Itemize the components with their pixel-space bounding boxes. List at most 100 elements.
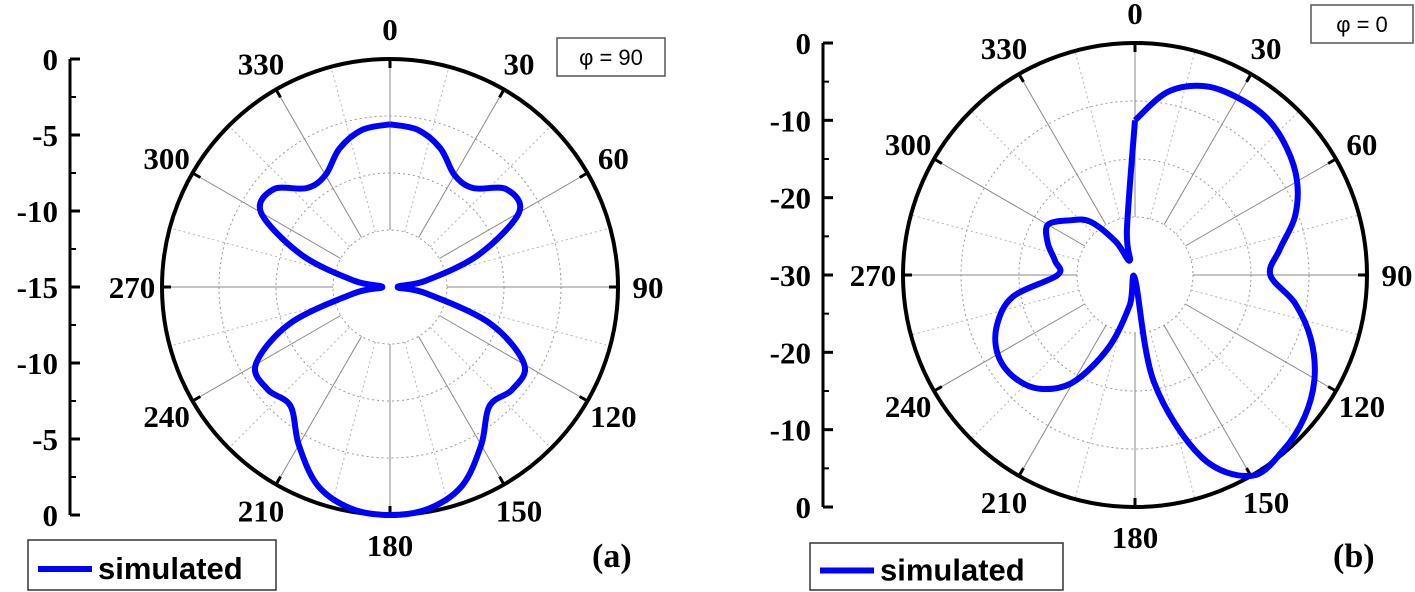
angular-tick-label: 300: [143, 141, 190, 176]
angular-tick-mark: [1017, 73, 1025, 83]
grid-spoke: [330, 66, 376, 233]
angular-tick-label: 330: [238, 47, 285, 82]
grid-spoke: [970, 110, 1095, 235]
annotation-box: [1310, 4, 1414, 44]
angular-tick-label: 120: [1339, 389, 1386, 424]
series-line-simulated: [992, 82, 1318, 480]
angular-tick-label: 90: [633, 270, 664, 305]
angular-tick-mark: [274, 88, 282, 99]
grid-spoke: [444, 227, 611, 273]
radial-tick-label: 0: [796, 490, 812, 525]
radial-tick-label: -5: [32, 118, 58, 153]
grid-spoke: [169, 227, 336, 273]
grid-spoke: [192, 172, 341, 259]
grid-spoke: [1018, 324, 1107, 477]
radial-tick-label: -10: [17, 346, 58, 381]
angular-tick-label: 60: [598, 141, 629, 176]
angular-tick-mark: [1017, 467, 1025, 477]
grid-spoke: [933, 303, 1086, 392]
grid-spoke: [1190, 289, 1360, 336]
radial-tick-label: -20: [770, 335, 811, 370]
grid-spoke: [1184, 303, 1337, 392]
grid-spoke: [444, 301, 611, 347]
grid-spoke: [970, 315, 1095, 440]
angular-tick-label: 90: [1382, 258, 1413, 293]
radial-tick-label: 0: [796, 26, 812, 61]
grid-spoke: [439, 172, 588, 259]
annotation-box: [556, 37, 666, 77]
angular-tick-mark: [933, 385, 943, 393]
grid-spoke: [275, 336, 362, 485]
angular-tick-label: 300: [885, 127, 932, 162]
grid-spoke: [910, 289, 1080, 336]
legend-label: simulated: [98, 551, 243, 586]
grid-spoke: [1163, 324, 1252, 477]
radial-tick-label: -5: [32, 422, 58, 457]
grid-spoke: [933, 158, 1086, 247]
legend-box: [809, 542, 1064, 591]
angular-tick-mark: [1327, 385, 1337, 393]
angular-tick-mark: [191, 171, 202, 179]
grid-spoke: [1074, 50, 1121, 220]
angular-tick-label: 120: [590, 399, 637, 434]
grid-spoke: [169, 301, 336, 347]
radial-tick-label: -10: [770, 103, 811, 138]
grid-spoke: [1149, 50, 1196, 220]
legend-label: simulated: [880, 553, 1025, 588]
angular-tick-mark: [274, 475, 282, 486]
annotation-phi: φ = 90: [579, 45, 643, 70]
panel-b: 0 30 60 90 120 150 180 210 240 270 300 330 0 -10 -20 -3…: [770, 0, 1414, 591]
angular-tick-mark: [578, 171, 589, 179]
grid-spoke: [910, 214, 1080, 261]
grid-spoke: [418, 89, 505, 238]
angular-tick-label: 210: [238, 493, 285, 528]
angular-tick-label: 150: [1243, 485, 1290, 520]
panel-a: 0 30 60 90 120 150 180 210 240 270 300 330 0 -5 -10 -15…: [17, 12, 666, 591]
angular-tick-label: 330: [981, 31, 1028, 66]
grid-spoke: [192, 315, 341, 402]
angular-tick-label: 180: [367, 528, 414, 563]
radial-tick-label: -10: [770, 413, 811, 448]
angular-tick-label: 210: [981, 485, 1028, 520]
grid-ring: [332, 229, 448, 345]
radial-tick-label: -15: [17, 270, 58, 305]
grid-spoke: [418, 336, 505, 485]
angular-tick-label: 0: [382, 12, 398, 47]
angular-tick-mark: [498, 475, 506, 486]
radial-tick-label: 0: [43, 498, 59, 533]
angular-tick-mark: [1245, 73, 1253, 83]
radial-tick-label: -20: [770, 181, 811, 216]
grid-spoke: [228, 326, 351, 449]
angular-tick-label: 270: [850, 258, 897, 293]
grid-spoke: [404, 341, 450, 508]
angular-tick-mark: [498, 88, 506, 99]
angular-tick-mark: [191, 395, 202, 403]
panel-label: (a): [592, 538, 632, 575]
angular-tick-label: 240: [143, 399, 190, 434]
grid-spoke: [439, 315, 588, 402]
series-line-simulated: [251, 121, 529, 518]
angular-tick-mark: [578, 395, 589, 403]
radial-tick-label: -30: [770, 258, 811, 293]
grid-spoke: [1018, 73, 1107, 226]
grid-spoke: [1184, 158, 1337, 247]
grid-spoke: [1175, 315, 1300, 440]
angular-tick-mark: [1327, 157, 1337, 165]
angular-tick-label: 30: [504, 47, 535, 82]
angular-tick-label: 240: [885, 389, 932, 424]
legend-box: [27, 539, 277, 591]
angular-tick-label: 0: [1127, 0, 1143, 31]
grid-spoke: [404, 66, 450, 233]
angular-tick-label: 60: [1346, 127, 1377, 162]
angular-tick-label: 270: [109, 270, 156, 305]
angular-tick-mark: [933, 157, 943, 165]
grid-spoke: [1190, 214, 1360, 261]
grid-spoke: [275, 89, 362, 238]
grid-spoke: [429, 326, 552, 449]
panel-label: (b): [1333, 538, 1375, 575]
radial-tick-label: 0: [43, 42, 59, 77]
angular-tick-label: 30: [1251, 31, 1282, 66]
angular-tick-label: 150: [496, 493, 543, 528]
annotation-phi: φ = 0: [1336, 12, 1388, 37]
